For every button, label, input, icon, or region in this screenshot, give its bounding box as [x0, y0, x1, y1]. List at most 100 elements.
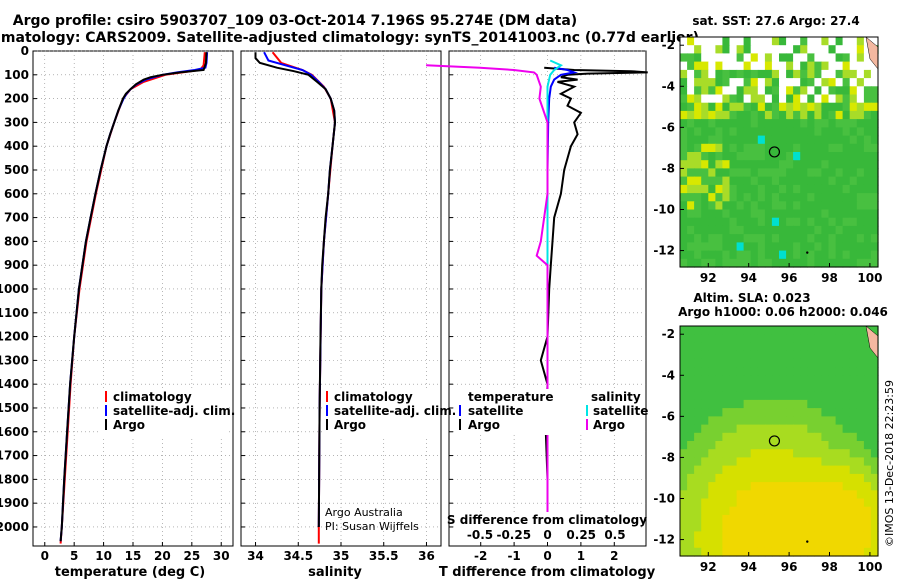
- map-cell: [743, 441, 752, 450]
- map-cell: [849, 375, 858, 385]
- map-cell: [779, 143, 787, 153]
- map-cell: [793, 391, 801, 401]
- map-cell: [736, 531, 745, 541]
- map-cell: [722, 375, 731, 385]
- map-cell: [821, 45, 830, 54]
- map-cell: [708, 383, 716, 393]
- map-cell: [743, 168, 752, 178]
- x-tick-label: -2: [474, 549, 487, 563]
- map-cell: [694, 490, 702, 500]
- map-cell: [793, 408, 801, 417]
- map-cell: [849, 523, 858, 532]
- map-cell: [729, 358, 738, 368]
- map-cell: [736, 258, 745, 268]
- legend-temperature-heading: temperature: [468, 390, 553, 404]
- map-cell: [687, 102, 695, 112]
- map-cell: [828, 514, 837, 524]
- map-cell: [849, 234, 858, 243]
- map-cell: [729, 37, 738, 46]
- map-cell: [736, 408, 745, 417]
- map-cell: [856, 424, 865, 434]
- map-cell: [687, 45, 695, 54]
- map-cell: [800, 225, 808, 235]
- depth-tick-label: 1400: [0, 377, 29, 391]
- map-cell: [757, 160, 766, 169]
- map-cell: [701, 432, 709, 442]
- map-cell: [856, 193, 865, 202]
- map-cell: [786, 250, 794, 260]
- map-cell: [708, 547, 716, 557]
- map-cell: [701, 457, 709, 467]
- map-cell: [750, 53, 759, 63]
- map-cell: [793, 490, 801, 500]
- map-cell: [856, 110, 865, 120]
- map-cell: [870, 408, 879, 417]
- map-cell: [757, 53, 766, 63]
- map-cell: [680, 217, 688, 227]
- map-cell: [870, 69, 879, 79]
- map-cell: [743, 457, 752, 467]
- map-cell: [708, 408, 716, 417]
- map-cell: [870, 358, 879, 368]
- map-cell: [743, 94, 752, 104]
- map-cell: [701, 350, 709, 360]
- map-cell: [814, 160, 823, 169]
- map-cell: [701, 399, 709, 409]
- map-cell: [842, 184, 851, 194]
- map-cell: [793, 86, 801, 96]
- depth-tick-label: 2000: [0, 520, 29, 534]
- map-cell: [821, 225, 830, 235]
- map-cell: [771, 523, 780, 532]
- map-cell: [835, 391, 844, 401]
- map-cell: [708, 102, 716, 112]
- map-cell: [849, 449, 858, 458]
- map-cell: [849, 110, 858, 120]
- map-cell: [701, 383, 709, 393]
- map-cell: [680, 506, 688, 516]
- map-cell: [870, 102, 879, 112]
- x-tick-label: 15: [125, 549, 142, 563]
- map-cell: [701, 209, 709, 219]
- map-cell: [800, 465, 808, 475]
- map-cell: [807, 86, 815, 96]
- map-cell: [757, 334, 766, 343]
- map-cell: [856, 490, 865, 500]
- map-cell: [701, 416, 709, 426]
- map-cell: [821, 498, 830, 508]
- map-cell: [800, 209, 808, 219]
- map-cell: [821, 242, 830, 252]
- map-cell: [814, 110, 823, 120]
- map-cell: [779, 152, 787, 161]
- map-cell: [687, 441, 695, 450]
- map-cell: [779, 547, 787, 557]
- map-cell: [694, 61, 702, 71]
- map-cell: [814, 514, 823, 524]
- map-cell: [764, 102, 773, 112]
- map-cell: [863, 358, 872, 368]
- map-cell: [757, 490, 766, 500]
- map-cell: [715, 217, 724, 227]
- map-cell: [828, 408, 837, 417]
- map-cell: [807, 53, 815, 63]
- map-cell: [814, 482, 823, 491]
- map-cell: [786, 473, 794, 483]
- map-cell: [793, 94, 801, 104]
- map-cell: [849, 242, 858, 252]
- map-cell: [750, 350, 759, 360]
- map-cell: [828, 531, 837, 541]
- map-cell: [687, 391, 695, 401]
- map-cell: [828, 424, 837, 434]
- map-cell: [736, 465, 745, 475]
- map-cell: [694, 152, 702, 161]
- map-cell: [793, 184, 801, 194]
- map-cell: [793, 110, 801, 120]
- map-cell: [800, 514, 808, 524]
- map-cell: [736, 119, 745, 128]
- map-cell: [680, 258, 688, 268]
- map-cell: [715, 78, 724, 87]
- map-cell: [771, 465, 780, 475]
- map-cell: [771, 119, 780, 128]
- map-cell: [715, 531, 724, 541]
- map-cell: [835, 457, 844, 467]
- map-cell: [694, 424, 702, 434]
